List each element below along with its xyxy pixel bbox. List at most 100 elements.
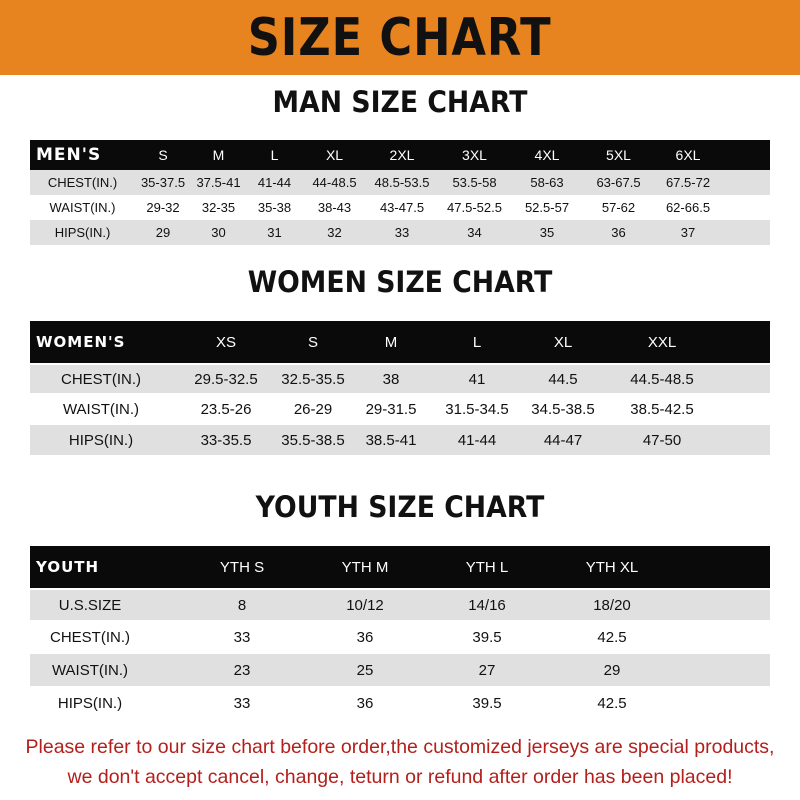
row-label: HIPS(IN.): [54, 225, 111, 240]
size-value: 23.5-26: [200, 400, 252, 418]
size-value: 29-32: [146, 200, 180, 215]
size-value: 32.5-35.5: [281, 370, 345, 388]
size-value: 44-48.5: [312, 175, 357, 190]
table-row: U.S.SIZE 8 10/12 14/16 18/20: [30, 590, 770, 620]
size-header: S: [307, 333, 318, 351]
size-header: M: [384, 333, 398, 351]
size-header: 6XL: [675, 147, 701, 163]
table-heading: WOMEN'S: [36, 333, 126, 351]
size-value: 29-31.5: [365, 400, 417, 418]
size-value: 31.5-34.5: [445, 400, 509, 418]
size-value: 57-62: [601, 200, 636, 215]
row-label: CHEST(IN.): [50, 628, 130, 646]
size-value: 8: [237, 596, 247, 614]
table-heading: YOUTH: [36, 558, 100, 576]
size-value: 33: [233, 628, 251, 646]
size-chart-banner: SIZE CHART: [0, 0, 800, 75]
size-value: 36: [356, 694, 374, 712]
size-value: 43-47.5: [379, 200, 425, 215]
row-label: WAIST(IN.): [49, 200, 116, 215]
size-value: 35-38: [257, 200, 292, 215]
size-header: M: [212, 147, 225, 163]
size-value: 10/12: [346, 596, 384, 614]
size-value: 33-35.5: [200, 431, 252, 449]
size-value: 38: [382, 370, 400, 388]
size-value: 53.5-58: [452, 175, 497, 190]
size-value: 42.5: [597, 694, 627, 712]
women-size-table: WOMEN'S XS S M L XL XXL CHEST(IN.) 29.5-32.5 32.5…: [30, 321, 770, 457]
table-header-row: WOMEN'S XS S M L XL XXL: [30, 321, 770, 363]
size-value: 36: [356, 628, 374, 646]
size-value: 33: [394, 225, 410, 240]
size-value: 38.5-42.5: [630, 400, 694, 418]
row-label: HIPS(IN.): [57, 694, 123, 712]
size-header: XL: [325, 147, 344, 163]
size-value: 44.5: [548, 370, 578, 388]
size-value: 33: [233, 694, 251, 712]
size-value: 30: [211, 225, 226, 240]
table-row: CHEST(IN.) 33 36 39.5 42.5: [30, 622, 770, 652]
size-header: 3XL: [462, 147, 487, 163]
row-label: HIPS(IN.): [68, 431, 134, 449]
size-value: 41-44: [257, 175, 292, 190]
size-header: 4XL: [534, 147, 560, 163]
size-value: 41: [468, 370, 486, 388]
youth-section-title: YOUTH SIZE CHART: [255, 490, 545, 524]
size-value: 52.5-57: [524, 200, 570, 215]
size-value: 34.5-38.5: [531, 400, 595, 418]
size-value: 29.5-32.5: [194, 370, 258, 388]
table-header-row: MEN'S S M L XL 2XL 3XL 4XL 5XL 6XL: [30, 140, 770, 170]
size-value: 44.5-48.5: [630, 370, 694, 388]
order-notice: Please refer to our size chart before or…: [0, 732, 800, 792]
size-value: 34: [467, 225, 482, 240]
women-section-title: WOMEN SIZE CHART: [247, 265, 553, 299]
table-row: WAIST(IN.) 29-32 32-35 35-38 38-43 43-47.5 47.…: [30, 195, 770, 220]
size-value: 36: [611, 225, 626, 240]
size-value: 42.5: [597, 628, 627, 646]
size-value: 35: [539, 225, 555, 240]
size-value: 23: [233, 661, 251, 679]
notice-line-2: we don't accept cancel, change, teturn o…: [67, 766, 733, 788]
size-header: 5XL: [606, 147, 631, 163]
men-section-title: MAN SIZE CHART: [272, 85, 528, 119]
table-row: WAIST(IN.) 23 25 27 29: [30, 654, 770, 686]
table-row: CHEST(IN.) 35-37.5 37.5-41 41-44 44-48.5 48.5…: [30, 170, 770, 195]
size-value: 32-35: [201, 200, 236, 215]
size-value: 35-37.5: [140, 175, 186, 190]
size-value: 38.5-41: [365, 431, 417, 449]
size-value: 63-67.5: [596, 175, 641, 190]
row-label: CHEST(IN.): [47, 175, 118, 190]
size-value: 27: [478, 661, 496, 679]
size-value: 58-63: [530, 175, 564, 190]
size-header: YTH S: [219, 558, 265, 576]
size-value: 39.5: [472, 694, 502, 712]
size-value: 29: [603, 661, 621, 679]
size-header: S: [158, 147, 168, 163]
size-value: 41-44: [457, 431, 497, 449]
banner-title: SIZE CHART: [248, 7, 552, 68]
size-header: L: [472, 333, 482, 351]
notice-line-1: Please refer to our size chart before or…: [25, 736, 775, 758]
size-value: 37: [680, 225, 696, 240]
size-value: 62-66.5: [665, 200, 711, 215]
size-value: 67.5-72: [665, 175, 711, 190]
size-header: XS: [215, 333, 236, 351]
size-value: 48.5-53.5: [374, 175, 430, 190]
size-header: 2XL: [389, 147, 415, 163]
size-value: 35.5-38.5: [281, 431, 345, 449]
row-label: CHEST(IN.): [61, 370, 141, 388]
size-value: 37.5-41: [196, 175, 241, 190]
size-value: 39.5: [472, 628, 502, 646]
youth-size-table: YOUTH YTH S YTH M YTH L YTH XL U.S.SIZE 8 10/12…: [30, 546, 770, 720]
size-header: XL: [553, 333, 573, 351]
row-label: WAIST(IN.): [62, 400, 140, 418]
row-label: U.S.SIZE: [58, 596, 122, 614]
size-value: 44-47: [543, 431, 583, 449]
size-value: 47.5-52.5: [447, 200, 502, 215]
size-value: 29: [155, 225, 171, 240]
size-value: 18/20: [593, 596, 631, 614]
size-header: L: [270, 147, 279, 163]
table-row: HIPS(IN.) 29 30 31 32 33 34 35 36 37: [30, 220, 770, 245]
size-value: 26-29: [293, 400, 333, 418]
table-heading: MEN'S: [36, 145, 102, 165]
